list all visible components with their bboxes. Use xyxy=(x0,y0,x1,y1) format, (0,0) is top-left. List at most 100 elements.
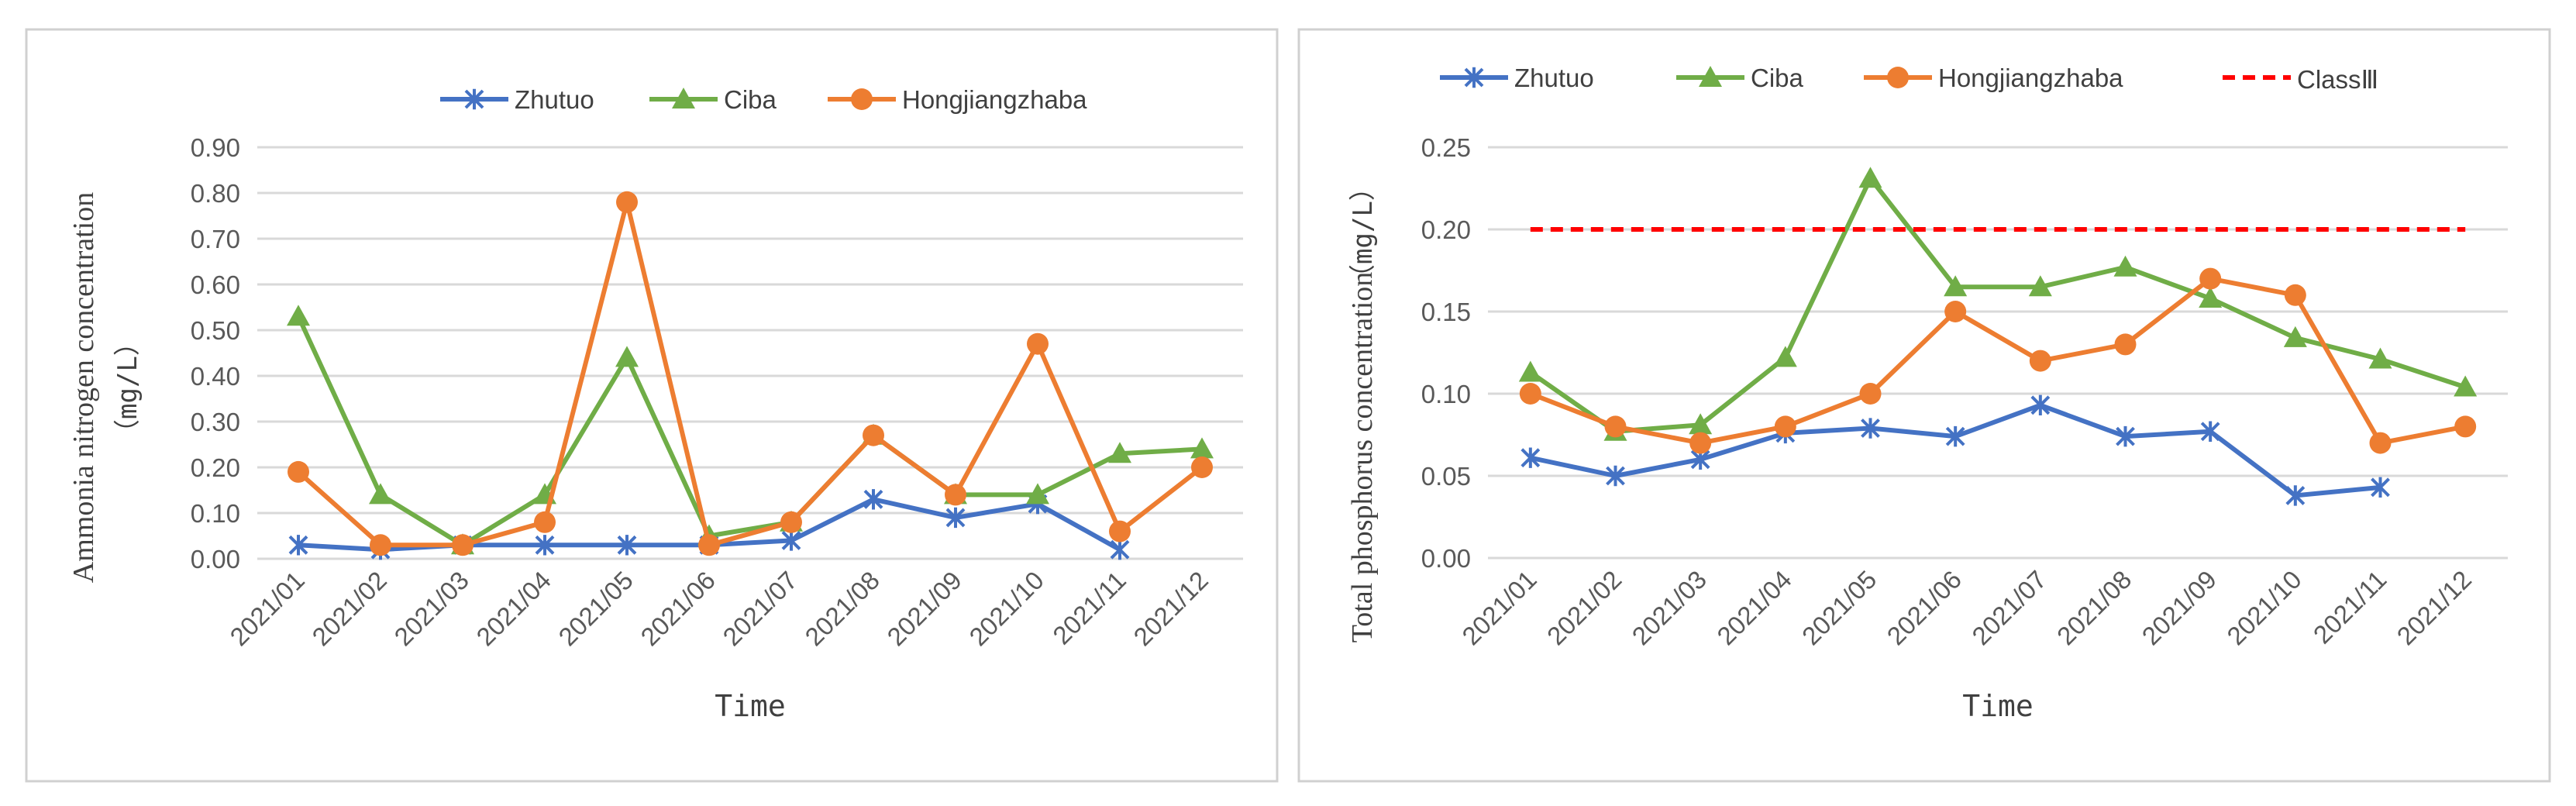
series-line-ciba xyxy=(296,315,1203,548)
left-chart-panel xyxy=(25,28,1279,783)
data-point-hongjiangzhaba xyxy=(370,534,391,556)
legend-item-class: ClassⅢ xyxy=(2223,65,2378,94)
data-point-ciba xyxy=(2283,326,2307,347)
data-point-hongjiangzhaba xyxy=(1604,415,1627,438)
data-point-ciba xyxy=(2454,375,2478,397)
legend-item-hongjiangzhaba: Hongjiangzhaba xyxy=(1864,64,2123,92)
data-point-hongjiangzhaba xyxy=(2199,267,2222,290)
data-point-hongjiangzhaba xyxy=(1109,520,1131,542)
data-point-ciba xyxy=(2199,287,2223,308)
legend-item-zhutuo: Zhutuo xyxy=(440,85,594,114)
data-point-zhutuo xyxy=(1606,465,1625,487)
legend-marker xyxy=(672,88,695,108)
data-point-hongjiangzhaba xyxy=(616,191,638,213)
y-tick-label: 0.30 xyxy=(191,408,240,436)
y-axis-unit: （mg/L） xyxy=(1348,174,1379,291)
series-ciba xyxy=(1518,167,2478,441)
data-point-hongjiangzhaba xyxy=(534,511,556,533)
data-point-hongjiangzhaba xyxy=(1191,456,1213,478)
data-point-ciba xyxy=(1026,483,1049,505)
y-tick-label: 0.80 xyxy=(191,179,240,208)
legend-item-hongjiangzhaba: Hongjiangzhaba xyxy=(828,85,1087,114)
data-point-hongjiangzhaba xyxy=(780,511,802,533)
data-point-hongjiangzhaba xyxy=(698,534,720,556)
data-point-ciba xyxy=(1858,167,1882,188)
legend-marker xyxy=(851,88,873,110)
y-tick-label: 0.20 xyxy=(1421,215,1471,244)
legend-item-zhutuo: Zhutuo xyxy=(1440,64,1594,92)
legend-label: Ciba xyxy=(1751,64,1804,92)
y-tick-label: 0.20 xyxy=(191,453,240,482)
y-tick-label: 0.50 xyxy=(191,316,240,345)
data-point-hongjiangzhaba xyxy=(2029,350,2051,372)
legend-marker xyxy=(1464,67,1484,88)
data-point-zhutuo xyxy=(1520,447,1541,468)
data-point-zhutuo xyxy=(1945,425,1965,447)
data-point-zhutuo xyxy=(863,489,883,510)
data-point-hongjiangzhaba xyxy=(2114,333,2137,356)
data-point-zhutuo xyxy=(1861,418,1880,439)
series-line-ciba xyxy=(1529,176,2467,434)
legend-label: ClassⅢ xyxy=(2297,65,2378,94)
y-tick-label: 0.00 xyxy=(191,545,240,574)
data-point-zhutuo xyxy=(945,507,966,529)
series-zhutuo xyxy=(1520,394,2390,506)
data-point-ciba xyxy=(287,305,310,326)
data-point-hongjiangzhaba xyxy=(1027,332,1049,355)
legend-item-ciba: Ciba xyxy=(649,85,777,114)
legend-label: Zhutuo xyxy=(515,85,594,114)
y-tick-label: 0.60 xyxy=(191,270,240,299)
data-point-ciba xyxy=(1108,442,1131,463)
y-axis-title: Total phosphorus concentration xyxy=(1346,272,1379,643)
data-point-ciba xyxy=(1773,346,1797,367)
y-tick-label: 0.00 xyxy=(1421,544,1471,573)
data-point-hongjiangzhaba xyxy=(452,534,474,556)
data-point-zhutuo xyxy=(781,530,801,551)
data-point-hongjiangzhaba xyxy=(2369,432,2392,454)
legend-label: Zhutuo xyxy=(1514,64,1594,92)
data-point-hongjiangzhaba xyxy=(1519,383,1541,405)
data-point-hongjiangzhaba xyxy=(945,484,966,506)
data-point-zhutuo xyxy=(288,535,308,556)
data-point-ciba xyxy=(1518,360,1542,382)
data-point-hongjiangzhaba xyxy=(2284,284,2306,306)
series-line-hongjiangzhaba xyxy=(297,199,1204,548)
y-tick-label: 0.10 xyxy=(1421,380,1471,408)
data-point-zhutuo xyxy=(1110,539,1130,560)
right-chart-panel xyxy=(1297,28,2551,783)
data-point-ciba xyxy=(1190,437,1214,459)
data-point-zhutuo xyxy=(2371,477,2390,498)
data-point-zhutuo xyxy=(2285,485,2306,506)
data-point-ciba xyxy=(1944,275,1968,297)
x-axis-title: Time xyxy=(715,689,786,723)
data-point-ciba xyxy=(369,483,392,505)
x-axis-title: Time xyxy=(1962,689,2034,723)
data-point-zhutuo xyxy=(617,535,637,556)
legend-marker xyxy=(1887,67,1909,88)
y-tick-label: 0.05 xyxy=(1421,462,1471,491)
data-point-hongjiangzhaba xyxy=(288,460,309,483)
y-axis-title: Ammonia nitrogen concentration xyxy=(67,192,100,583)
data-point-ciba xyxy=(2113,255,2137,277)
y-axis-unit: （mg/L） xyxy=(112,329,143,446)
series-line-hongjiangzhaba xyxy=(1529,276,2466,446)
legend-marker xyxy=(1699,66,1722,87)
legend-item-ciba: Ciba xyxy=(1676,64,1804,92)
data-point-zhutuo xyxy=(2030,394,2051,416)
data-point-hongjiangzhaba xyxy=(1944,301,1967,322)
data-point-hongjiangzhaba xyxy=(863,424,884,446)
y-tick-label: 0.90 xyxy=(191,133,240,162)
data-point-hongjiangzhaba xyxy=(1774,415,1796,438)
series-hongjiangzhaba xyxy=(1519,267,2477,454)
data-point-ciba xyxy=(1689,413,1713,435)
y-tick-label: 0.15 xyxy=(1421,298,1471,326)
data-point-ciba xyxy=(2028,275,2052,297)
data-point-zhutuo xyxy=(2200,421,2220,442)
y-tick-label: 0.25 xyxy=(1421,133,1471,162)
data-point-zhutuo xyxy=(535,535,555,556)
legend-marker xyxy=(464,88,484,110)
data-point-ciba xyxy=(2368,347,2392,369)
data-point-hongjiangzhaba xyxy=(1859,383,1882,405)
data-point-hongjiangzhaba xyxy=(1689,432,1712,454)
